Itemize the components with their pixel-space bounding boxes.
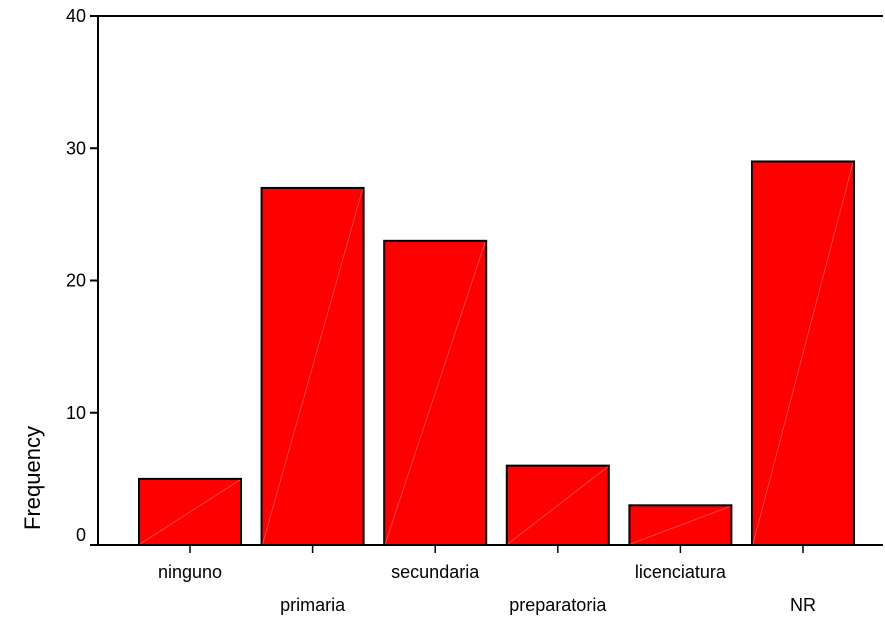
y-axis-title: Frequency <box>20 426 45 530</box>
x-tick-label: secundaria <box>391 562 480 582</box>
x-tick-label: primaria <box>280 595 346 615</box>
y-ticks: 0 10 20 30 40 <box>66 6 98 546</box>
y-tick-label: 30 <box>66 138 86 158</box>
bar-shading-line <box>262 188 363 545</box>
x-tick-label: preparatoria <box>509 595 607 615</box>
bars <box>138 160 855 547</box>
bar-shading-line <box>630 505 731 545</box>
y-axis: 0 10 20 30 40 <box>66 6 99 546</box>
x-axis: ninguno primaria secundaria preparatoria lic… <box>98 544 883 615</box>
x-tick-label: licenciatura <box>635 562 727 582</box>
x-ticks: ninguno primaria secundaria preparatoria lic… <box>158 545 816 615</box>
y-tick-label: 0 <box>76 525 86 545</box>
bar-shading-line <box>139 479 241 545</box>
y-tick-label: 20 <box>66 271 86 291</box>
y-tick-label: 40 <box>66 6 86 26</box>
x-tick-label: NR <box>790 595 816 615</box>
y-tick-label: 10 <box>66 403 86 423</box>
bar-shading-line <box>507 466 609 545</box>
bar-shading-line <box>384 241 486 545</box>
x-tick-label: ninguno <box>158 562 222 582</box>
bar-shading-line <box>752 162 854 545</box>
